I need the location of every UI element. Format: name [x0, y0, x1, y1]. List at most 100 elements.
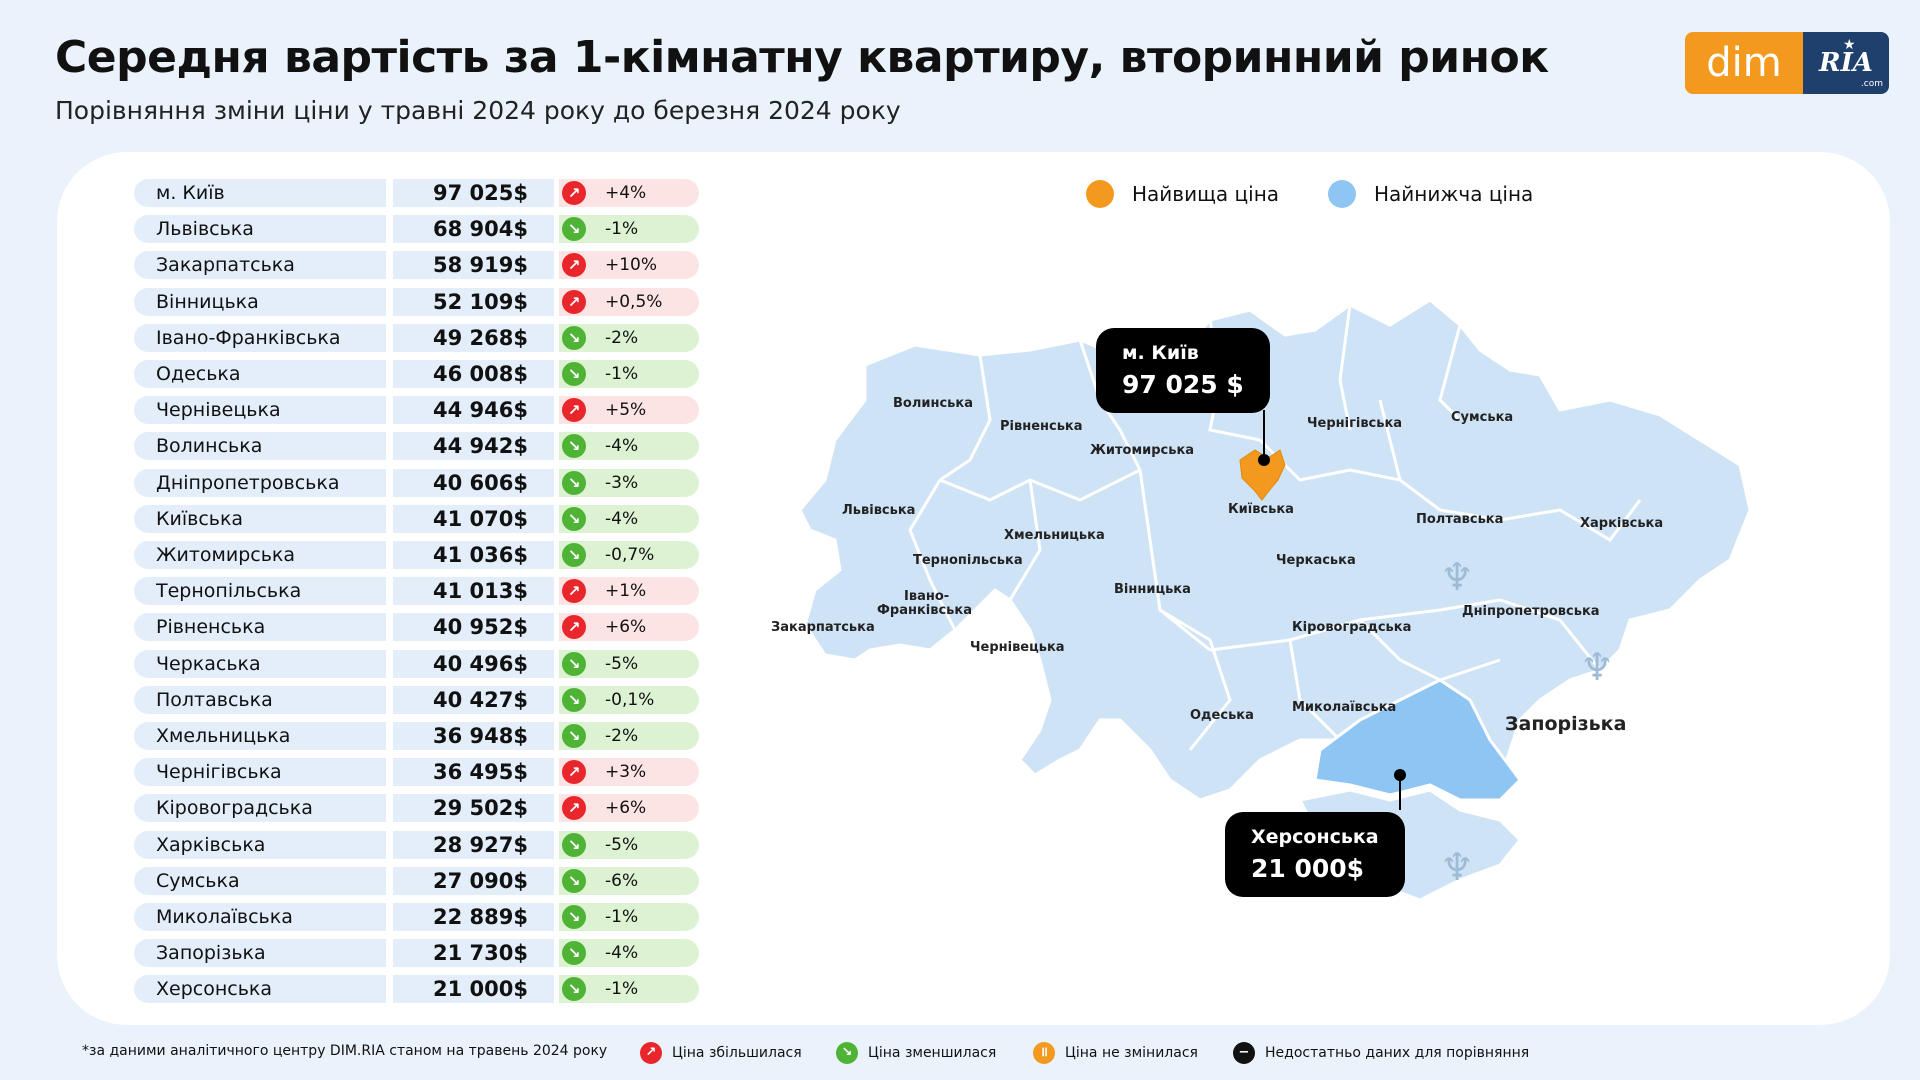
- region-name: Миколаївська: [134, 903, 386, 931]
- table-row: Харківська 28 927$ ↘ -5%: [134, 830, 699, 859]
- table-row: Сумська 27 090$ ↘ -6%: [134, 866, 699, 895]
- logo-ria: ★ RIA .com: [1803, 32, 1889, 94]
- region-name: Одеська: [134, 360, 386, 388]
- region-change-value: -4%: [605, 943, 639, 964]
- region-price: 97 025$: [393, 179, 554, 207]
- region-name: Кіровоградська: [134, 794, 386, 823]
- map-region-label: Кіровоградська: [1292, 620, 1412, 635]
- region-change: ↘ -1%: [559, 215, 699, 244]
- kyiv-marker: [1258, 454, 1270, 466]
- map-region-label: Франківська: [877, 603, 972, 618]
- region-change-value: +5%: [605, 400, 647, 421]
- legend-lowest-label: Найнижча ціна: [1374, 182, 1534, 206]
- region-name: Волинська: [134, 432, 386, 461]
- region-price: 21 730$: [393, 939, 554, 968]
- region-name: Закарпатська: [134, 251, 386, 280]
- table-row: Чернігівська 36 495$ ↗ +3%: [134, 758, 699, 787]
- region-name: Чернівецька: [134, 396, 386, 425]
- arrow-up-right-icon: ↗: [640, 1042, 662, 1064]
- arrow-down-right-icon: ↘: [562, 905, 586, 929]
- region-name: Львівська: [134, 215, 386, 244]
- footer-legend-nodata: − Недостатньо даних для порівняння: [1233, 1042, 1529, 1064]
- map-region-label: Чернівецька: [970, 640, 1065, 655]
- map-region-label: Миколаївська: [1292, 700, 1397, 715]
- table-row: Закарпатська 58 919$ ↗ +10%: [134, 251, 699, 280]
- region-name: Хмельницька: [134, 722, 386, 750]
- callout-lowest-price: 21 000$: [1251, 854, 1365, 883]
- minus-icon: −: [1233, 1042, 1255, 1064]
- table-row: Вінницька 52 109$ ↗ +0,5%: [134, 287, 699, 316]
- callout-highest-name: м. Київ: [1122, 342, 1199, 364]
- table-row: м. Київ 97 025$ ↗ +4%: [134, 179, 699, 207]
- map-region-label: Житомирська: [1090, 443, 1195, 458]
- arrow-down-right-icon: ↘: [562, 724, 586, 748]
- pause-icon: ॥: [1033, 1042, 1055, 1064]
- region-price: 44 946$: [393, 396, 554, 425]
- table-row: Хмельницька 36 948$ ↘ -2%: [134, 722, 699, 750]
- region-change-value: -1%: [605, 219, 639, 240]
- table-row: Чернівецька 44 946$ ↗ +5%: [134, 396, 699, 425]
- arrow-down-right-icon: ↘: [562, 434, 586, 459]
- region-change: ↗ +10%: [559, 251, 699, 280]
- region-price: 36 948$: [393, 722, 554, 750]
- footer-legend-up-label: Ціна збільшилася: [672, 1045, 802, 1061]
- region-price: 40 496$: [393, 649, 554, 678]
- arrow-down-right-icon: ↘: [562, 832, 586, 857]
- arrow-down-right-icon: ↘: [562, 977, 586, 1002]
- table-row: Житомирська 41 036$ ↘ -0,7%: [134, 541, 699, 569]
- region-price: 29 502$: [393, 794, 554, 823]
- map-region-label: Сумська: [1451, 410, 1514, 425]
- region-change-value: -4%: [605, 508, 639, 529]
- region-name: Рівненська: [134, 613, 386, 642]
- region-change: ↘ -1%: [559, 360, 699, 388]
- region-name: Полтавська: [134, 685, 386, 714]
- legend-highest: Найвища ціна: [1086, 180, 1279, 208]
- footer-legend-nodata-label: Недостатньо даних для порівняння: [1265, 1045, 1530, 1061]
- region-change: ↘ -4%: [559, 504, 699, 533]
- region-change-value: -1%: [605, 907, 639, 927]
- star-icon: ★: [1843, 37, 1856, 53]
- region-change-value: -0,7%: [605, 545, 655, 565]
- table-row: Полтавська 40 427$ ↘ -0,1%: [134, 685, 699, 714]
- table-row: Миколаївська 22 889$ ↘ -1%: [134, 903, 699, 931]
- region-change-value: -3%: [605, 472, 639, 493]
- map-region-label: Волинська: [893, 396, 973, 411]
- legend-highest-label: Найвища ціна: [1132, 182, 1280, 206]
- arrow-down-right-icon: ↘: [562, 941, 586, 966]
- region-change: ↘ -2%: [559, 323, 699, 352]
- ukraine-map: ♆ ♆ ♆: [798, 298, 1752, 900]
- region-change: ↘ -5%: [559, 830, 699, 859]
- region-change-value: -1%: [605, 364, 639, 384]
- legend-highest-dot: [1086, 180, 1114, 208]
- arrow-down-right-icon: ↘: [562, 868, 586, 893]
- page-title: Середня вартість за 1-кімнатну квартиру,…: [55, 32, 1549, 83]
- table-row: Івано-Франківська 49 268$ ↘ -2%: [134, 323, 699, 352]
- map-region-label: Харківська: [1580, 516, 1664, 531]
- region-change: ↘ -0,7%: [559, 541, 699, 569]
- region-price: 49 268$: [393, 323, 554, 352]
- region-name: Київська: [134, 504, 386, 533]
- region-change: ↗ +3%: [559, 758, 699, 787]
- arrow-down-right-icon: ↘: [562, 543, 586, 567]
- region-change-value: +10%: [605, 255, 658, 276]
- region-price: 44 942$: [393, 432, 554, 461]
- logo-ria-text: RIA: [1819, 48, 1873, 78]
- map-region-label: Рівненська: [1000, 419, 1083, 434]
- region-change-value: +1%: [605, 581, 647, 602]
- table-row: Запорізька 21 730$ ↘ -4%: [134, 939, 699, 968]
- region-price: 41 036$: [393, 541, 554, 569]
- region-price: 41 013$: [393, 577, 554, 606]
- table-row: Херсонська 21 000$ ↘ -1%: [134, 975, 699, 1004]
- region-change: ↘ -1%: [559, 975, 699, 1004]
- footer-legend-down-label: Ціна зменшилася: [868, 1045, 997, 1061]
- arrow-down-right-icon: ↘: [836, 1042, 858, 1064]
- map-region-label: Запорізька: [1505, 713, 1627, 735]
- region-name: Запорізька: [134, 939, 386, 968]
- region-change-value: +3%: [605, 762, 647, 783]
- region-price: 68 904$: [393, 215, 554, 244]
- region-change-value: -0,1%: [605, 689, 655, 710]
- logo-com-text: .com: [1860, 79, 1883, 89]
- footer-note: *за даними аналітичного центру DIM.RIA с…: [82, 1043, 608, 1059]
- arrow-up-right-icon: ↗: [562, 253, 586, 278]
- table-row: Волинська 44 942$ ↘ -4%: [134, 432, 699, 461]
